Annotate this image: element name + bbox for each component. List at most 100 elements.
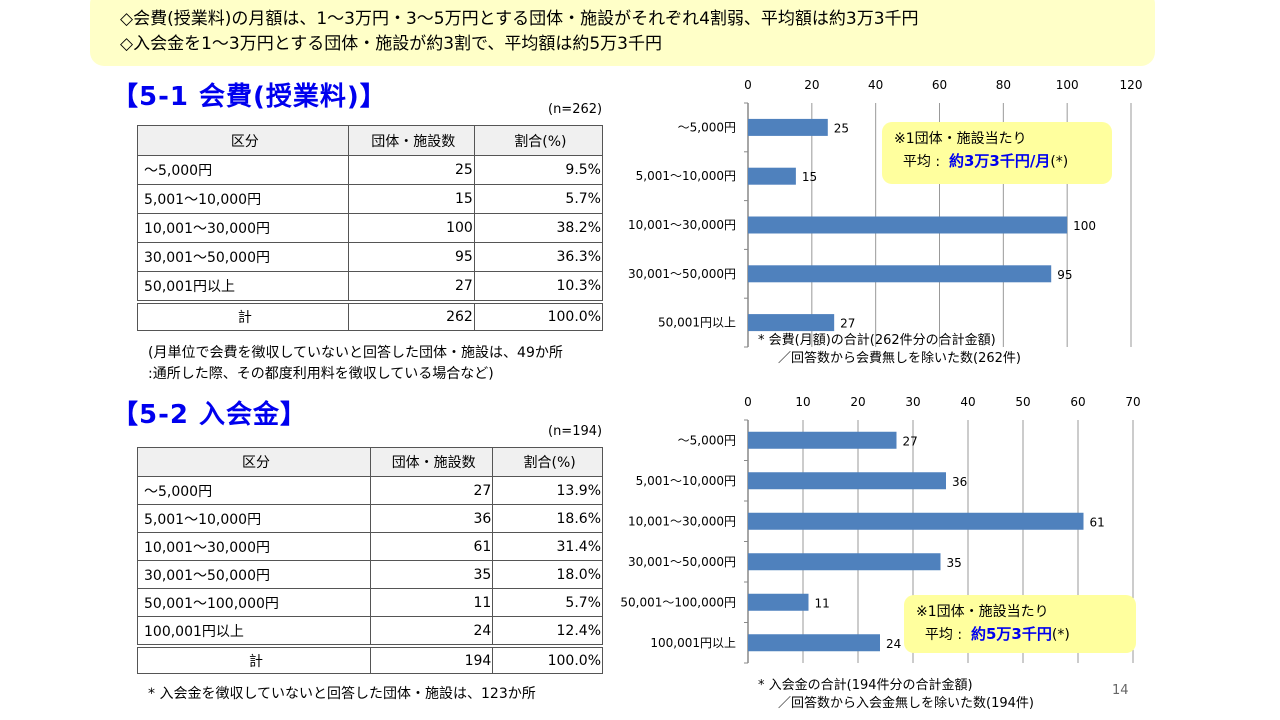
count-cell: 11 bbox=[370, 588, 494, 617]
table-total-row: 計 194 100.0% bbox=[136, 644, 603, 674]
table-row: 50,001～100,000円 11 5.7% bbox=[136, 588, 603, 617]
y-tick-label: 50,001円以上 bbox=[658, 316, 736, 330]
category-cell: ～5,000円 bbox=[136, 476, 372, 505]
data-label: 100 bbox=[1073, 219, 1096, 233]
count-cell: 36 bbox=[370, 504, 494, 533]
entrance-callout-line-1: ※1団体・施設当たり bbox=[916, 604, 1049, 620]
category-cell: 10,001～30,000円 bbox=[136, 532, 372, 561]
percent-cell: 5.7% bbox=[492, 588, 603, 617]
table-header-row: 区分 団体・施設数 割合(%) bbox=[137, 125, 604, 156]
entrance-fee-average-callout: ※1団体・施設当たり 平均 : 約5万3千円(*) bbox=[904, 595, 1136, 653]
column-header: 団体・施設数 bbox=[370, 447, 494, 477]
entrance-fee-table: 区分 団体・施設数 割合(%) ～5,000円 27 13.9% 5,001～10,000円… bbox=[136, 447, 603, 674]
column-header: 割合(%) bbox=[492, 447, 603, 477]
entrance-chart-note-1: * 入会金の合計(194件分の合計金額) bbox=[758, 678, 973, 693]
data-label: 36 bbox=[952, 475, 967, 489]
sample-size-fee: (n=262) bbox=[548, 102, 603, 117]
x-tick-label: 20 bbox=[804, 78, 819, 92]
table-header-row: 区分 団体・施設数 割合(%) bbox=[136, 447, 603, 477]
y-tick-label: 30,001～50,000円 bbox=[628, 267, 736, 281]
entrance-callout-suffix: (*) bbox=[1051, 627, 1070, 643]
x-tick-label: 30 bbox=[905, 395, 920, 409]
entrance-callout-avg-label: 平均 : bbox=[924, 627, 963, 643]
entrance-chart-note-2: ／回答数から入会金無しを除いた数(194件) bbox=[778, 696, 1034, 711]
data-label: 24 bbox=[886, 637, 901, 651]
data-label: 25 bbox=[834, 121, 849, 135]
fee-callout-avg-label: 平均 : bbox=[902, 154, 941, 170]
total-count-cell: 262 bbox=[347, 300, 475, 331]
count-cell: 27 bbox=[370, 476, 494, 505]
summary-line-2: ◇入会金を1～3万円とする団体・施設が約3割で、平均額は約5万3千円 bbox=[120, 34, 662, 54]
y-tick-label: 10,001～30,000円 bbox=[628, 514, 736, 528]
table-row: 100,001円以上 24 12.4% bbox=[136, 616, 603, 647]
bar bbox=[748, 634, 880, 652]
category-cell: 50,001円以上 bbox=[137, 271, 349, 303]
x-tick-label: 0 bbox=[744, 78, 752, 92]
summary-box: ◇会費(授業料)の月額は、1～3万円・3～5万円とする団体・施設がそれぞれ4割弱… bbox=[90, 0, 1155, 66]
table-row: ～5,000円 27 13.9% bbox=[136, 476, 603, 505]
data-label: 61 bbox=[1090, 515, 1105, 529]
bar bbox=[748, 553, 941, 571]
entrance-chart-note: * 入会金の合計(194件分の合計金額) ／回答数から入会金無しを除いた数(19… bbox=[758, 677, 1034, 713]
y-tick-label: 5,001～10,000円 bbox=[636, 474, 736, 488]
category-cell: 50,001～100,000円 bbox=[136, 588, 372, 617]
entrance-fee-note: * 入会金を徴収していないと回答した団体・施設は、123か所 bbox=[148, 686, 536, 702]
fee-chart-note-2: ／回答数から会費無しを除いた数(262件) bbox=[778, 351, 1021, 366]
fee-chart-note-1: * 会費(月額)の合計(262件分の合計金額) bbox=[758, 333, 996, 348]
table-row: 10,001～30,000円 100 38.2% bbox=[137, 213, 604, 243]
x-tick-label: 120 bbox=[1120, 78, 1143, 92]
bar bbox=[748, 512, 1084, 530]
percent-cell: 18.0% bbox=[492, 560, 603, 589]
category-cell: 5,001～10,000円 bbox=[137, 184, 349, 214]
percent-cell: 36.3% bbox=[473, 242, 604, 272]
count-cell: 100 bbox=[347, 213, 475, 243]
y-tick-label: 100,001円以上 bbox=[650, 636, 736, 650]
x-tick-label: 50 bbox=[1015, 395, 1030, 409]
x-tick-label: 20 bbox=[850, 395, 865, 409]
section-title-entrance-fee: 【5-2 入会金】 bbox=[112, 400, 308, 430]
column-header: 割合(%) bbox=[473, 125, 604, 156]
fee-bar-chart: 0 20 40 60 80 100 120 ～5,000円 25 5,001～10,000円 15 1… bbox=[628, 78, 1143, 348]
fee-average-callout: ※1団体・施設当たり 平均 : 約3万3千円/月(*) bbox=[882, 122, 1112, 184]
total-label-cell: 計 bbox=[137, 300, 349, 331]
category-cell: 30,001～50,000円 bbox=[136, 560, 372, 589]
bar bbox=[748, 431, 897, 449]
entrance-fee-bar-chart: 0 10 20 30 40 50 60 70 ～5,000円 27 5,001～10,000円 36 1… bbox=[620, 395, 1141, 664]
data-label: 35 bbox=[947, 556, 962, 570]
percent-cell: 18.6% bbox=[492, 504, 603, 533]
x-tick-label: 100 bbox=[1056, 78, 1079, 92]
bar bbox=[748, 118, 828, 136]
column-header: 区分 bbox=[136, 447, 372, 477]
data-label: 27 bbox=[840, 317, 855, 331]
count-cell: 95 bbox=[347, 242, 475, 272]
x-tick-label: 40 bbox=[960, 395, 975, 409]
table-row: 50,001円以上 27 10.3% bbox=[137, 271, 604, 303]
table-row: 30,001～50,000円 35 18.0% bbox=[136, 560, 603, 589]
y-tick-label: 30,001～50,000円 bbox=[628, 555, 736, 569]
x-tick-label: 70 bbox=[1125, 395, 1140, 409]
x-tick-label: 40 bbox=[868, 78, 883, 92]
data-label: 27 bbox=[903, 434, 918, 448]
fee-chart-note: * 会費(月額)の合計(262件分の合計金額) ／回答数から会費無しを除いた数(… bbox=[758, 332, 1021, 368]
count-cell: 15 bbox=[347, 184, 475, 214]
percent-cell: 5.7% bbox=[473, 184, 604, 214]
bar bbox=[748, 167, 796, 185]
entrance-callout-avg-value: 約5万3千円 bbox=[970, 625, 1052, 643]
sample-size-entrance-fee: (n=194) bbox=[548, 424, 603, 439]
x-tick-label: 60 bbox=[1070, 395, 1085, 409]
category-cell: ～5,000円 bbox=[137, 155, 349, 185]
y-tick-label: 50,001～100,000円 bbox=[620, 595, 736, 609]
percent-cell: 13.9% bbox=[492, 476, 603, 505]
count-cell: 25 bbox=[347, 155, 475, 185]
bar bbox=[748, 593, 809, 611]
x-tick-label: 0 bbox=[744, 395, 752, 409]
fee-callout-suffix: (*) bbox=[1050, 154, 1069, 170]
table-row: 5,001～10,000円 15 5.7% bbox=[137, 184, 604, 214]
percent-cell: 38.2% bbox=[473, 213, 604, 243]
fee-callout-line-1: ※1団体・施設当たり bbox=[894, 131, 1027, 147]
total-percent-cell: 100.0% bbox=[492, 644, 603, 674]
category-cell: 30,001～50,000円 bbox=[137, 242, 349, 272]
table-total-row: 計 262 100.0% bbox=[137, 300, 604, 331]
category-cell: 10,001～30,000円 bbox=[137, 213, 349, 243]
fee-callout-avg-value: 約3万3千円/月 bbox=[948, 152, 1051, 170]
